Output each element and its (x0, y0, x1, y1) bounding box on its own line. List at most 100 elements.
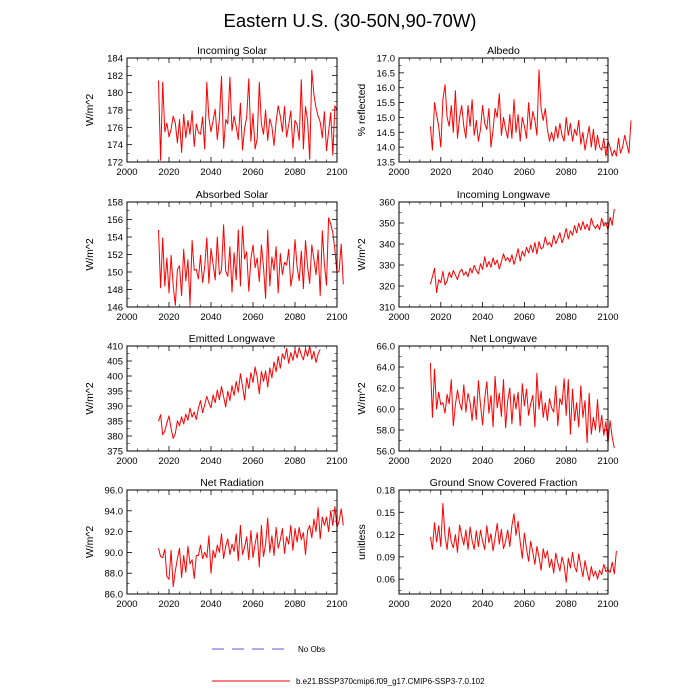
y-tick-label: 390 (107, 402, 123, 413)
x-tick-label: 2020 (430, 456, 451, 467)
figure-title: Eastern U.S. (30-50N,90-70W) (224, 10, 477, 31)
x-tick-label: 2100 (326, 167, 347, 178)
y-tick-label: 150 (107, 268, 123, 279)
x-tick-label: 2060 (514, 167, 535, 178)
y-axis-label: W/m^2 (84, 94, 96, 127)
y-tick-label: 0.09 (377, 552, 396, 563)
x-tick-label: 2080 (284, 599, 305, 610)
y-tick-label: 340 (379, 240, 395, 251)
x-tick-label: 2040 (472, 456, 493, 467)
x-tick-label: 2020 (158, 599, 179, 610)
y-tick-label: 410 (107, 342, 123, 353)
x-tick-label: 2000 (116, 167, 137, 178)
y-tick-label: 86.0 (105, 590, 124, 601)
x-tick-label: 2100 (597, 599, 618, 610)
y-tick-label: 360 (379, 198, 395, 209)
plot-frame (126, 57, 338, 163)
y-tick-label: 16.0 (377, 83, 396, 94)
series-line (429, 502, 617, 583)
y-tick-label: 64.0 (377, 363, 396, 374)
x-tick-label: 2000 (388, 456, 409, 467)
x-tick-label: 2000 (116, 599, 137, 610)
series-line (158, 217, 344, 306)
y-tick-label: 94.0 (105, 506, 124, 517)
panel-title: Net Longwave (470, 333, 537, 345)
y-tick-label: 174 (107, 140, 123, 151)
plot-frame (398, 57, 609, 163)
y-tick-label: 0.06 (377, 575, 396, 586)
y-tick-label: 60.0 (377, 405, 396, 416)
x-tick-label: 2080 (556, 167, 577, 178)
x-tick-label: 2060 (242, 456, 263, 467)
y-axis-label: W/m^2 (356, 382, 368, 415)
y-tick-label: 152 (107, 250, 123, 261)
y-tick-label: 350 (379, 219, 395, 230)
x-tick-label: 2040 (200, 167, 221, 178)
y-tick-label: 17.0 (377, 54, 396, 65)
plot-frame (398, 201, 609, 308)
y-tick-label: 178 (107, 106, 123, 117)
y-tick-label: 375 (107, 447, 123, 458)
panel-4: Incoming Longwave W/m^2 2000 2020 2040 2060 20… (356, 189, 619, 323)
y-axis-label: unitless (356, 524, 368, 560)
y-tick-label: 380 (107, 432, 123, 443)
x-tick-label: 2080 (556, 456, 577, 467)
y-tick-label: 15.5 (377, 98, 396, 109)
plot-frame (126, 489, 338, 595)
panel-5: Emitted Longwave W/m^2 2000 2020 2040 2060 208… (84, 333, 348, 467)
series-line (429, 362, 615, 448)
plot-frame (126, 345, 338, 452)
y-tick-label: 400 (107, 372, 123, 383)
y-tick-label: 176 (107, 123, 123, 134)
panel-title: Ground Snow Covered Fraction (430, 477, 578, 489)
y-tick-label: 0.12 (377, 530, 396, 541)
y-tick-label: 62.0 (377, 384, 396, 395)
plot-frame (398, 345, 609, 452)
y-tick-label: 16.5 (377, 68, 396, 79)
y-tick-label: 66.0 (377, 342, 396, 353)
y-tick-label: 14.5 (377, 128, 396, 139)
x-tick-label: 2000 (116, 456, 137, 467)
y-axis-label: W/m^2 (356, 238, 368, 271)
y-tick-label: 90.0 (105, 548, 124, 559)
x-tick-label: 2100 (597, 167, 618, 178)
x-tick-label: 2060 (514, 312, 535, 323)
x-tick-label: 2000 (116, 312, 137, 323)
y-tick-label: 13.5 (377, 158, 396, 169)
y-tick-label: 184 (107, 54, 123, 65)
y-tick-label: 14.0 (377, 143, 396, 154)
panel-title: Emitted Longwave (189, 333, 276, 345)
y-tick-label: 182 (107, 71, 123, 82)
y-axis-label: W/m^2 (84, 526, 96, 559)
panel-6: Net Longwave W/m^2 2000 2020 2040 2060 2080 210… (356, 333, 619, 467)
x-tick-label: 2020 (158, 167, 179, 178)
y-tick-label: 58.0 (377, 426, 396, 437)
x-tick-label: 2060 (514, 599, 535, 610)
panel-2: Albedo % reflected 2000 2020 2040 2060 2080 210… (356, 45, 632, 178)
x-tick-label: 2080 (284, 167, 305, 178)
y-tick-label: 320 (379, 282, 395, 293)
x-tick-label: 2080 (284, 456, 305, 467)
y-tick-label: 180 (107, 88, 123, 99)
series-line (158, 69, 338, 161)
y-axis-label: % reflected (356, 84, 368, 137)
y-axis-label: W/m^2 (84, 238, 96, 271)
plot-frame (126, 201, 338, 308)
x-tick-label: 2060 (242, 312, 263, 323)
x-tick-label: 2040 (200, 312, 221, 323)
legend: No Obs b.e21.BSSP370cmip6.f09_g17.CMIP6-… (212, 645, 485, 686)
x-tick-label: 2060 (514, 456, 535, 467)
y-tick-label: 310 (379, 303, 395, 314)
x-tick-label: 2100 (326, 456, 347, 467)
panel-title: Absorbed Solar (196, 189, 269, 201)
y-tick-label: 405 (107, 357, 123, 368)
x-tick-label: 2020 (430, 312, 451, 323)
y-tick-label: 395 (107, 387, 123, 398)
x-tick-label: 2100 (597, 312, 618, 323)
y-tick-label: 330 (379, 261, 395, 272)
x-tick-label: 2100 (326, 312, 347, 323)
series-line (158, 506, 344, 588)
x-tick-label: 2000 (388, 312, 409, 323)
x-tick-label: 2040 (200, 599, 221, 610)
